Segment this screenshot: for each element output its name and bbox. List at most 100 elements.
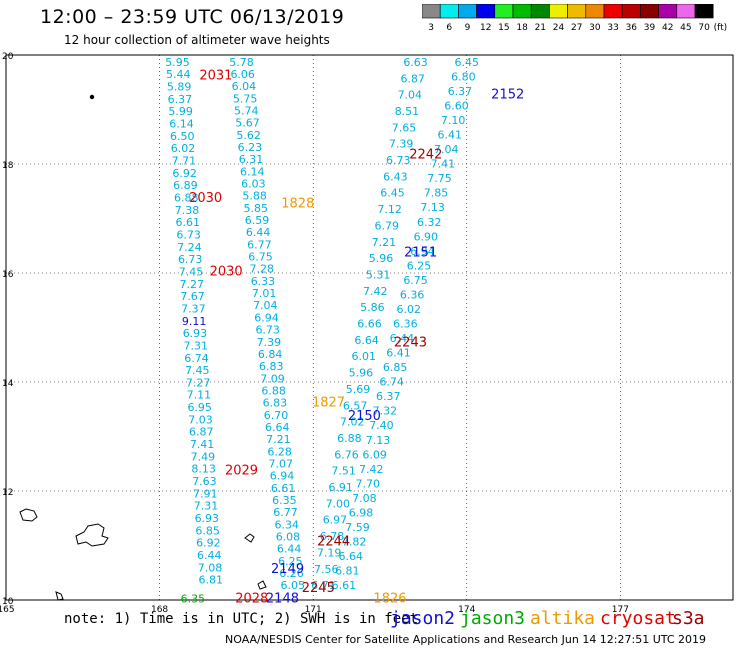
wave-height-value: 7.07 <box>269 457 294 470</box>
wave-height-value: 7.42 <box>359 463 384 476</box>
colorbar-label: 21 <box>535 23 546 33</box>
wave-height-value: 7.40 <box>369 419 394 432</box>
pass-time-label: 2031 <box>199 69 232 84</box>
wave-height-value: 6.60 <box>444 100 469 113</box>
wave-height-value: 6.28 <box>267 445 292 458</box>
wave-height-value: 6.90 <box>414 230 439 243</box>
pass-time-label: 2152 <box>491 88 524 103</box>
wave-height-value: 5.67 <box>235 117 260 130</box>
wave-height-value: 6.45 <box>380 187 405 200</box>
wave-height-value: 6.95 <box>187 401 212 414</box>
wave-height-value: 8.51 <box>395 105 420 118</box>
lat-tick-label: 10 <box>2 597 14 607</box>
wave-height-value: 6.94 <box>410 245 435 258</box>
wave-height-value: 7.38 <box>175 204 200 217</box>
wave-height-value: 7.21 <box>266 433 291 446</box>
colorbar-label: 27 <box>571 23 582 33</box>
pass-time-label: 2243 <box>394 336 427 351</box>
wave-height-value: 7.39 <box>257 336 282 349</box>
pass-time-label: 1828 <box>281 197 314 212</box>
wave-height-value: 6.73 <box>176 228 201 241</box>
page-title: 12:00 – 23:59 UTC 06/13/2019 <box>40 6 345 28</box>
wave-height-value: 6.63 <box>403 56 428 69</box>
wave-height-value: 5.96 <box>349 367 374 380</box>
color-scale-legend: 3 6 9 12 15 18 21 24 27 30 33 36 39 42 45 70 (ft) <box>422 4 728 33</box>
wave-height-value: 6.02 <box>397 303 422 316</box>
lat-tick-label: 16 <box>2 270 14 280</box>
wave-height-value: 6.64 <box>265 421 290 434</box>
wave-height-value: 7.39 <box>389 138 414 151</box>
wave-height-value: 7.10 <box>441 114 466 127</box>
wave-height-value: 6.73 <box>255 324 280 337</box>
pass-time-label: 2148 <box>266 592 299 607</box>
wave-height-value: 6.44 <box>277 543 302 556</box>
wave-height-value: 5.78 <box>229 56 254 69</box>
wave-height-value: 5.69 <box>346 383 371 396</box>
wave-height-value: 6.44 <box>197 549 222 562</box>
wave-height-value: 6.61 <box>332 579 357 592</box>
lat-tick-label: 14 <box>2 379 14 389</box>
wave-height-value: 6.36 <box>393 318 418 331</box>
island-dot <box>89 94 95 100</box>
island-outline <box>244 533 255 543</box>
wave-height-value: 6.83 <box>259 360 284 373</box>
wave-height-value: 7.49 <box>191 450 216 463</box>
wave-height-value: 7.71 <box>172 155 197 168</box>
pass-time-label: 2244 <box>317 535 350 550</box>
wave-height-value: 7.45 <box>185 364 210 377</box>
pass-time-label: 1827 <box>312 396 345 411</box>
colorbar-label: 42 <box>662 23 673 33</box>
wave-height-value: 7.45 <box>179 265 204 278</box>
wave-height-value: 6.74 <box>184 352 209 365</box>
pass-time-label: 2245 <box>302 581 335 596</box>
wave-height-value: 6.32 <box>417 216 442 229</box>
wave-height-value: 9.11 <box>182 315 207 328</box>
wave-height-value: 6.98 <box>349 506 374 519</box>
wave-height-value: 7.41 <box>190 438 215 451</box>
wave-height-value: 6.87 <box>189 426 214 439</box>
wave-height-value: 6.36 <box>400 288 425 301</box>
wave-height-value: 7.75 <box>427 172 452 185</box>
wave-height-value: 7.04 <box>398 89 423 102</box>
wave-height-value: 7.56 <box>314 563 339 576</box>
wave-height-value: 6.59 <box>245 214 270 227</box>
colorbar-label: 3 <box>428 23 434 33</box>
wave-height-value: 6.34 <box>275 518 300 531</box>
colorbar-label: 36 <box>626 23 638 33</box>
wave-height-value: 7.91 <box>193 487 218 500</box>
wave-height-value: 6.25 <box>278 555 303 568</box>
wave-height-value: 7.19 <box>317 546 342 559</box>
colorbar-label: 24 <box>553 23 565 33</box>
wave-height-value: 8.13 <box>191 463 216 476</box>
wave-height-value: 6.88 <box>261 384 286 397</box>
wave-height-value: 7.09 <box>260 372 285 385</box>
colorbar-label: 6 <box>446 23 452 33</box>
wave-height-value: 6.75 <box>403 274 428 287</box>
wave-height-value: 7.04 <box>253 299 278 312</box>
wave-height-value: 7.41 <box>431 158 456 171</box>
wave-height-value: 7.37 <box>181 302 206 315</box>
wave-height-value: 6.85 <box>383 361 408 374</box>
wave-height-value: 7.12 <box>377 203 402 216</box>
wave-height-value: 6.64 <box>338 550 363 563</box>
colorbar-label: 12 <box>480 23 491 33</box>
wave-height-value: 6.75 <box>248 251 273 264</box>
wave-height-value: 6.37 <box>168 93 193 106</box>
wave-height-value: 6.93 <box>195 512 220 525</box>
legend-item-jason3: jason3 <box>460 608 526 629</box>
legend-item-jason2: jason2 <box>390 608 456 629</box>
legend-item-s3a: s3a <box>672 608 705 629</box>
lon-tick-label: 171 <box>305 605 322 615</box>
colorbar-unit: (ft) <box>714 23 728 33</box>
legend-item-altika: altika <box>530 608 596 629</box>
wave-height-value: 7.65 <box>392 121 417 134</box>
wave-height-value: 6.61 <box>176 216 201 229</box>
credit-line: NOAA/NESDIS Center for Satellite Applica… <box>225 633 707 646</box>
wave-height-value: 7.27 <box>180 278 205 291</box>
wave-height-value: 7.67 <box>180 290 205 303</box>
wave-height-value: 6.93 <box>183 327 208 340</box>
lat-tick-label: 18 <box>2 161 14 171</box>
wave-height-value: 5.96 <box>369 252 394 265</box>
wave-height-value: 7.08 <box>198 561 223 574</box>
wave-height-value: 7.70 <box>356 477 381 490</box>
